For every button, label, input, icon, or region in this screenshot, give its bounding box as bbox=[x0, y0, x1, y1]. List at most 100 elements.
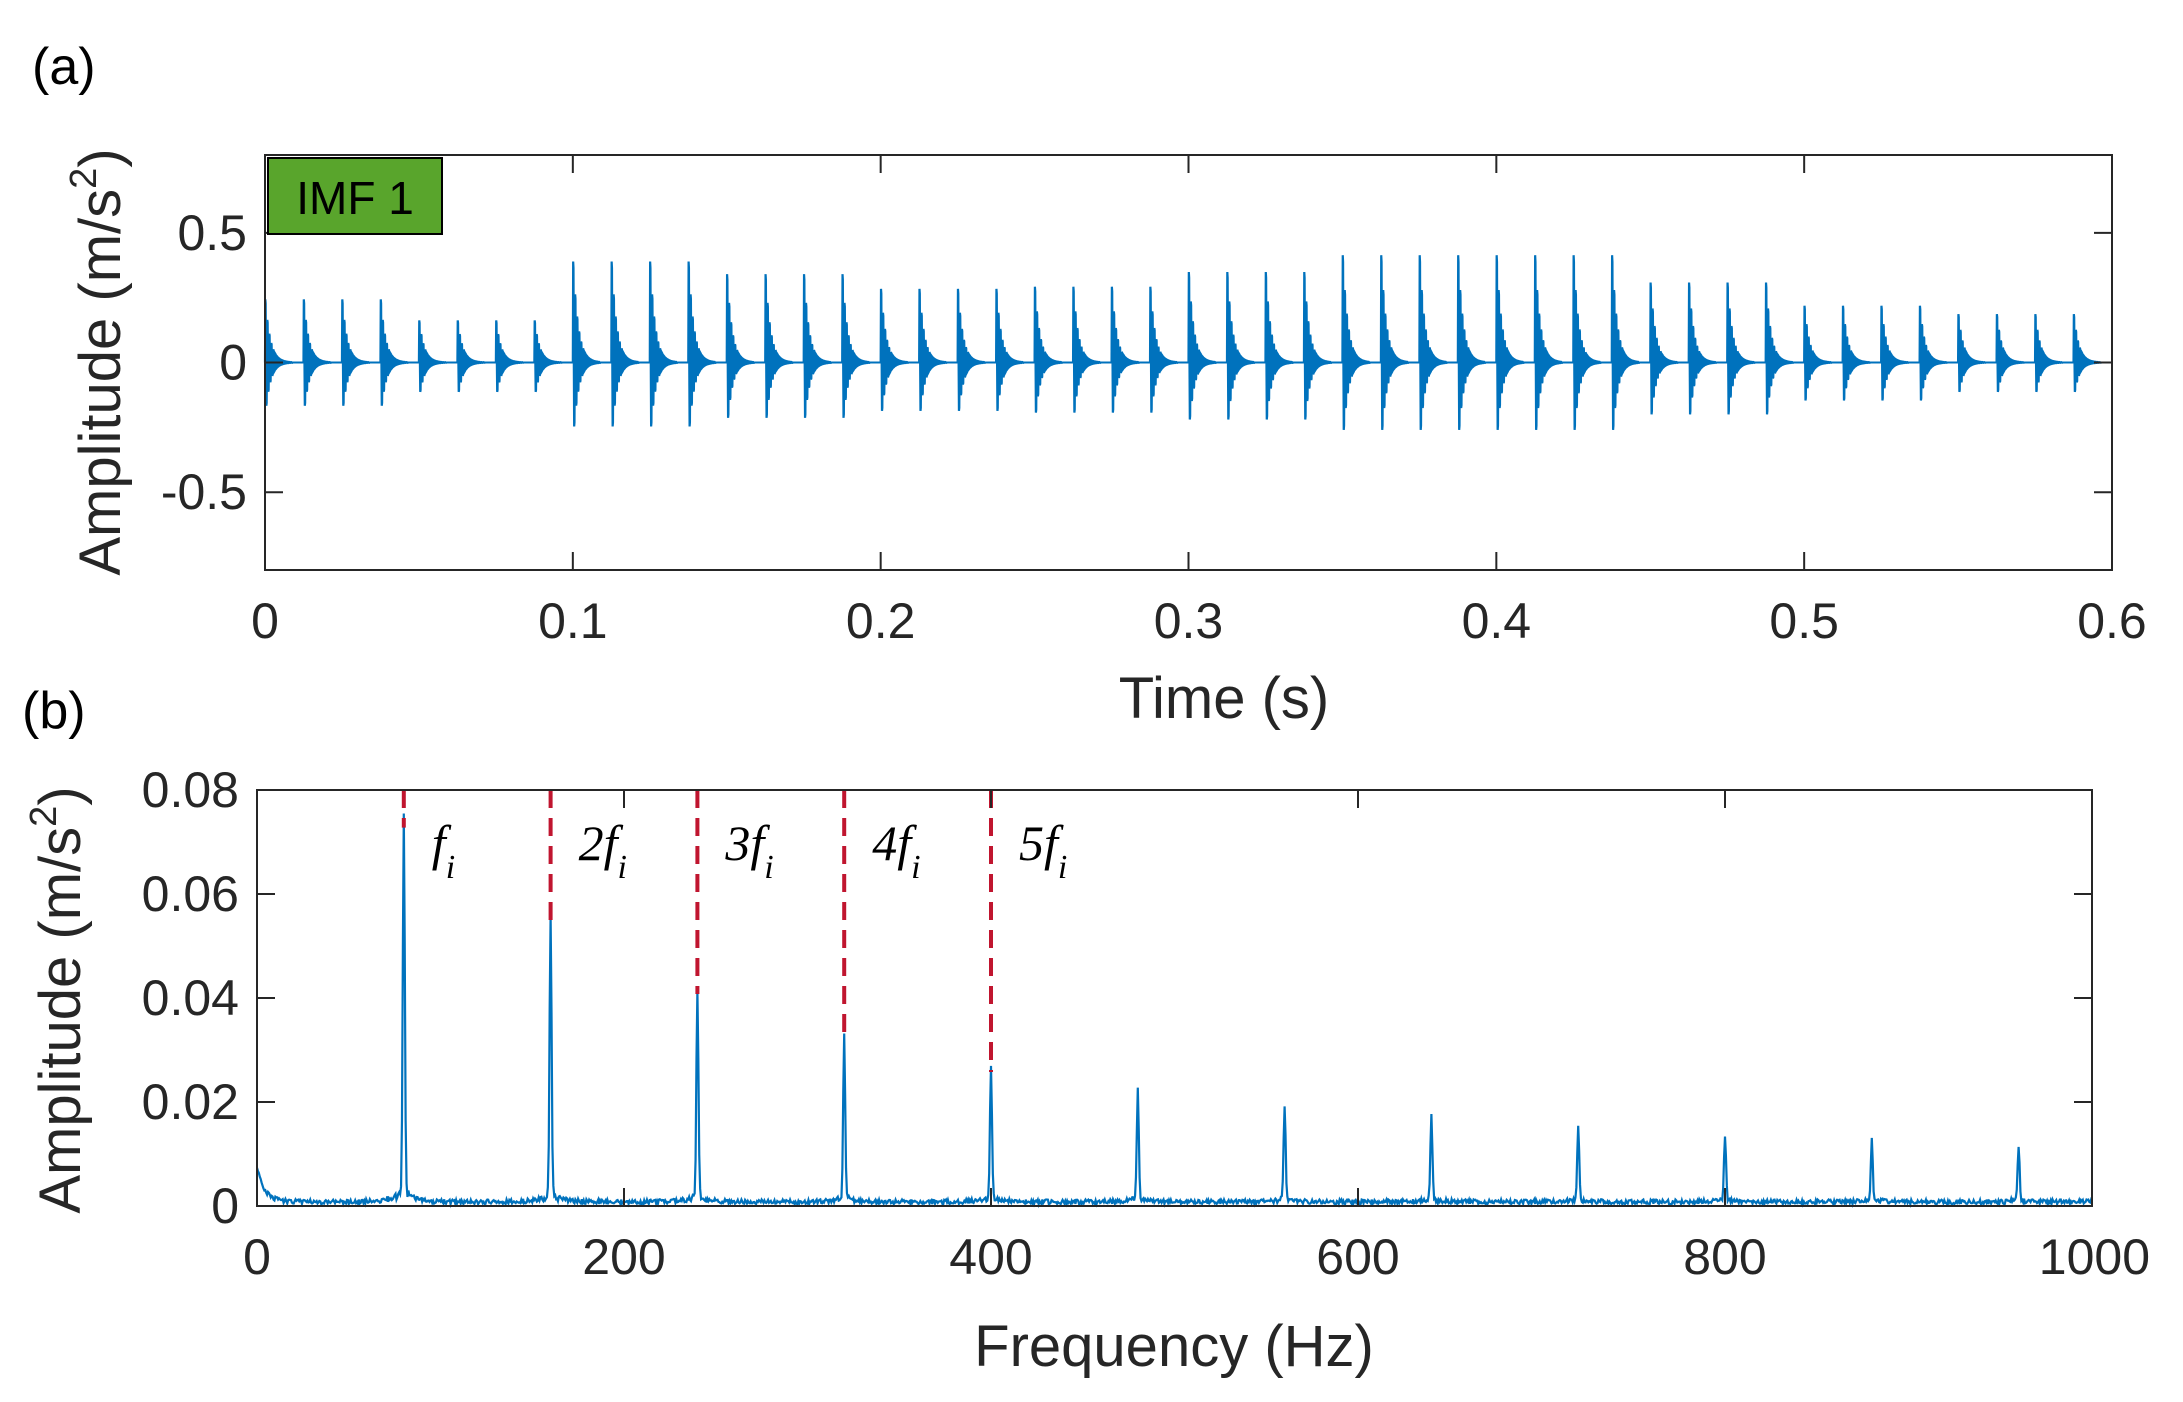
impulse-burst bbox=[1418, 255, 1448, 431]
panel-b-y-axis-label-sup: 2 bbox=[23, 806, 65, 827]
impulse-burst bbox=[1187, 271, 1217, 420]
harmonic-label-main: 2f bbox=[579, 815, 624, 871]
impulse-burst bbox=[1726, 282, 1756, 415]
x-tick-label: 0.2 bbox=[846, 593, 916, 649]
impulse-burst bbox=[1610, 255, 1641, 431]
harmonic-markers: fi 2fi 3fi 4fi 5fi bbox=[401, 790, 1067, 1072]
panel-a-time-signal: (a) 0 0.1 0.2 0.3 0.4 0.5 0.6 -0.5 0 0.5 IMF 1 T… bbox=[32, 38, 2147, 731]
panel-b-y-ticks: 0 0.02 0.04 0.06 0.08 bbox=[142, 762, 2092, 1234]
harmonic-label: 2fi bbox=[579, 815, 627, 886]
imf-badge: IMF 1 bbox=[267, 157, 443, 235]
y-tick-label: 0 bbox=[211, 1178, 239, 1234]
impulse-burst bbox=[417, 320, 448, 393]
y-tick-label: 0.06 bbox=[142, 866, 239, 922]
impulse-burst bbox=[879, 288, 910, 412]
panel-a-y-axis-label-sup: 2 bbox=[63, 168, 105, 189]
imf-badge-box bbox=[267, 157, 443, 235]
harmonic-label: 3fi bbox=[724, 815, 773, 886]
impulse-burst bbox=[2033, 313, 2064, 393]
panel-b-y-axis-label-end: ) bbox=[28, 786, 93, 805]
impulse-burst bbox=[1495, 255, 1525, 431]
impulse-burst bbox=[1764, 282, 1795, 415]
impulse-burst bbox=[456, 320, 486, 393]
x-tick-label: 0.4 bbox=[1462, 593, 1532, 649]
harmonic-label-main: 3f bbox=[724, 815, 770, 871]
impulse-burst bbox=[533, 320, 563, 393]
impulse-burst bbox=[1687, 282, 1718, 415]
impulse-burst bbox=[302, 299, 332, 406]
impulse-burst bbox=[494, 320, 525, 393]
impulse-burst bbox=[1956, 313, 1987, 393]
imf-badge-text: IMF 1 bbox=[296, 172, 414, 224]
x-tick-label: 1000 bbox=[2039, 1229, 2150, 1285]
x-tick-label: 0.3 bbox=[1154, 593, 1224, 649]
impulse-burst bbox=[1379, 255, 1410, 431]
harmonic-label-sub: i bbox=[618, 849, 627, 886]
x-tick-label: 600 bbox=[1316, 1229, 1399, 1285]
harmonic-label: 5fi bbox=[1019, 815, 1067, 886]
harmonic-label-main: 4f bbox=[872, 815, 917, 871]
impulse-burst bbox=[841, 274, 871, 418]
impulse-burst bbox=[764, 274, 794, 418]
impulse-burst bbox=[1110, 286, 1140, 413]
harmonic-label-sub: i bbox=[764, 849, 773, 886]
x-tick-label: 200 bbox=[582, 1229, 665, 1285]
y-tick-label: 0.04 bbox=[142, 970, 239, 1026]
harmonic-label-sub: i bbox=[911, 849, 920, 886]
panel-b-spectrum: (b) fi 2fi 3fi 4fi 5fi 0 200 400 600 800 1000 00.… bbox=[22, 682, 2150, 1379]
x-tick-label: 0.6 bbox=[2077, 593, 2147, 649]
panel-b-axes-background bbox=[257, 790, 2092, 1206]
impulse-burst bbox=[571, 261, 602, 427]
panel-b-x-ticks: 0 200 400 600 800 1000 bbox=[243, 790, 2150, 1285]
y-tick-label: 0.02 bbox=[142, 1074, 239, 1130]
harmonic-label-sub: i bbox=[446, 849, 455, 886]
imf1-signal-series bbox=[263, 255, 2112, 431]
spectrum-series bbox=[255, 813, 2093, 1209]
impulse-burst bbox=[918, 288, 948, 412]
impulse-burst bbox=[1302, 271, 1333, 420]
impulse-burst bbox=[1225, 271, 1256, 420]
impulse-burst bbox=[1572, 255, 1602, 431]
harmonic-label-main: 5f bbox=[1019, 815, 1064, 871]
harmonic-label: 4fi bbox=[872, 815, 920, 886]
impulse-burst bbox=[802, 274, 833, 418]
x-tick-label: 800 bbox=[1683, 1229, 1766, 1285]
panel-b-y-axis-label: Amplitude (m/s2) bbox=[23, 786, 93, 1213]
panel-a-y-ticks: -0.5 0 0.5 bbox=[161, 205, 2112, 520]
impulse-burst bbox=[1649, 282, 1679, 415]
impulse-burst bbox=[1803, 305, 1833, 401]
y-tick-label: 0.5 bbox=[177, 205, 247, 261]
panel-b-label: (b) bbox=[22, 682, 86, 740]
panel-a-y-axis-label-main: Amplitude (m/s bbox=[68, 189, 133, 576]
panel-b-x-axis-label: Frequency (Hz) bbox=[974, 1314, 1374, 1379]
impulse-burst bbox=[340, 299, 371, 406]
impulse-burst bbox=[1841, 305, 1871, 401]
x-tick-label: 400 bbox=[949, 1229, 1032, 1285]
y-tick-label: 0.08 bbox=[142, 762, 239, 818]
harmonic-label-sub: i bbox=[1058, 849, 1067, 886]
panel-a-x-axis-label: Time (s) bbox=[1119, 666, 1329, 731]
impulse-burst bbox=[610, 261, 640, 427]
x-tick-label: 0.1 bbox=[538, 593, 608, 649]
panel-a-label: (a) bbox=[32, 38, 96, 96]
impulse-burst bbox=[725, 274, 756, 418]
impulse-burst bbox=[1341, 255, 1371, 431]
impulse-burst bbox=[379, 299, 409, 406]
panel-a-x-ticks: 0 0.1 0.2 0.3 0.4 0.5 0.6 bbox=[251, 155, 2147, 649]
impulse-burst bbox=[995, 288, 1025, 412]
x-tick-label: 0 bbox=[243, 1229, 271, 1285]
impulse-burst bbox=[1456, 255, 1487, 431]
x-tick-label: 0.5 bbox=[1769, 593, 1839, 649]
impulse-burst bbox=[648, 261, 679, 427]
spectrum-line bbox=[255, 813, 2093, 1209]
impulse-burst bbox=[1033, 286, 1064, 413]
panel-b-y-axis-label-main: Amplitude (m/s bbox=[28, 827, 93, 1214]
impulse-burst bbox=[1264, 271, 1294, 420]
panel-a-y-axis-label: Amplitude (m/s2) bbox=[63, 148, 133, 575]
impulse-burst bbox=[1533, 255, 1564, 431]
impulse-burst bbox=[687, 261, 717, 427]
impulse-burst bbox=[956, 288, 987, 412]
impulse-burst bbox=[1148, 286, 1179, 413]
impulse-burst bbox=[1995, 313, 2025, 393]
